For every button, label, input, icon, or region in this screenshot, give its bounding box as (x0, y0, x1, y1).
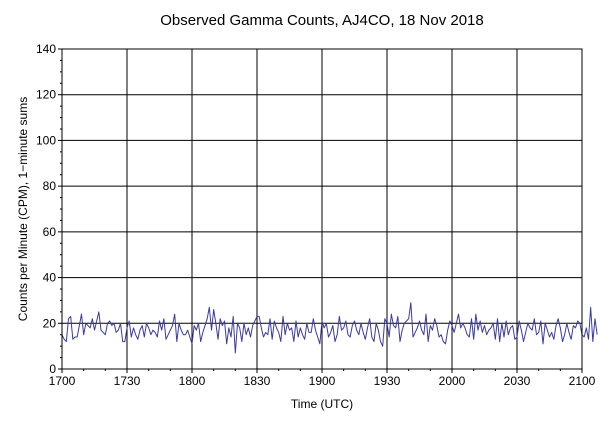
y-tick-label: 100 (36, 133, 56, 147)
y-axis: 0 20 40 60 80 100 120 140 (36, 42, 62, 376)
x-tick-label: 1730 (114, 374, 141, 388)
x-tick-label: 1830 (244, 374, 271, 388)
y-tick-label: 20 (43, 316, 57, 330)
x-tick-label: 1800 (179, 374, 206, 388)
x-tick-label: 2030 (504, 374, 531, 388)
x-tick-label: 1900 (309, 374, 336, 388)
y-tick-label: 60 (43, 225, 57, 239)
x-axis-label: Time (UTC) (291, 397, 353, 411)
grid (62, 49, 582, 369)
x-tick-label: 2000 (439, 374, 466, 388)
y-tick-label: 120 (36, 88, 56, 102)
series-layer (61, 302, 598, 354)
y-axis-label: Counts per Minute (CPM), 1−minute sums (16, 97, 30, 321)
y-tick-label: 140 (36, 42, 56, 56)
y-tick-label: 40 (43, 271, 57, 285)
chart-title: Observed Gamma Counts, AJ4CO, 18 Nov 201… (160, 12, 484, 29)
x-tick-label: 1930 (374, 374, 401, 388)
series-line-cpm (61, 302, 598, 354)
x-tick-label: 2100 (569, 374, 596, 388)
x-tick-label: 1700 (49, 374, 76, 388)
y-tick-label: 80 (43, 179, 57, 193)
x-axis: 1700 1730 1800 1830 1900 1930 2000 2030 2100 (49, 369, 596, 388)
y-tick-label: 0 (49, 362, 56, 376)
